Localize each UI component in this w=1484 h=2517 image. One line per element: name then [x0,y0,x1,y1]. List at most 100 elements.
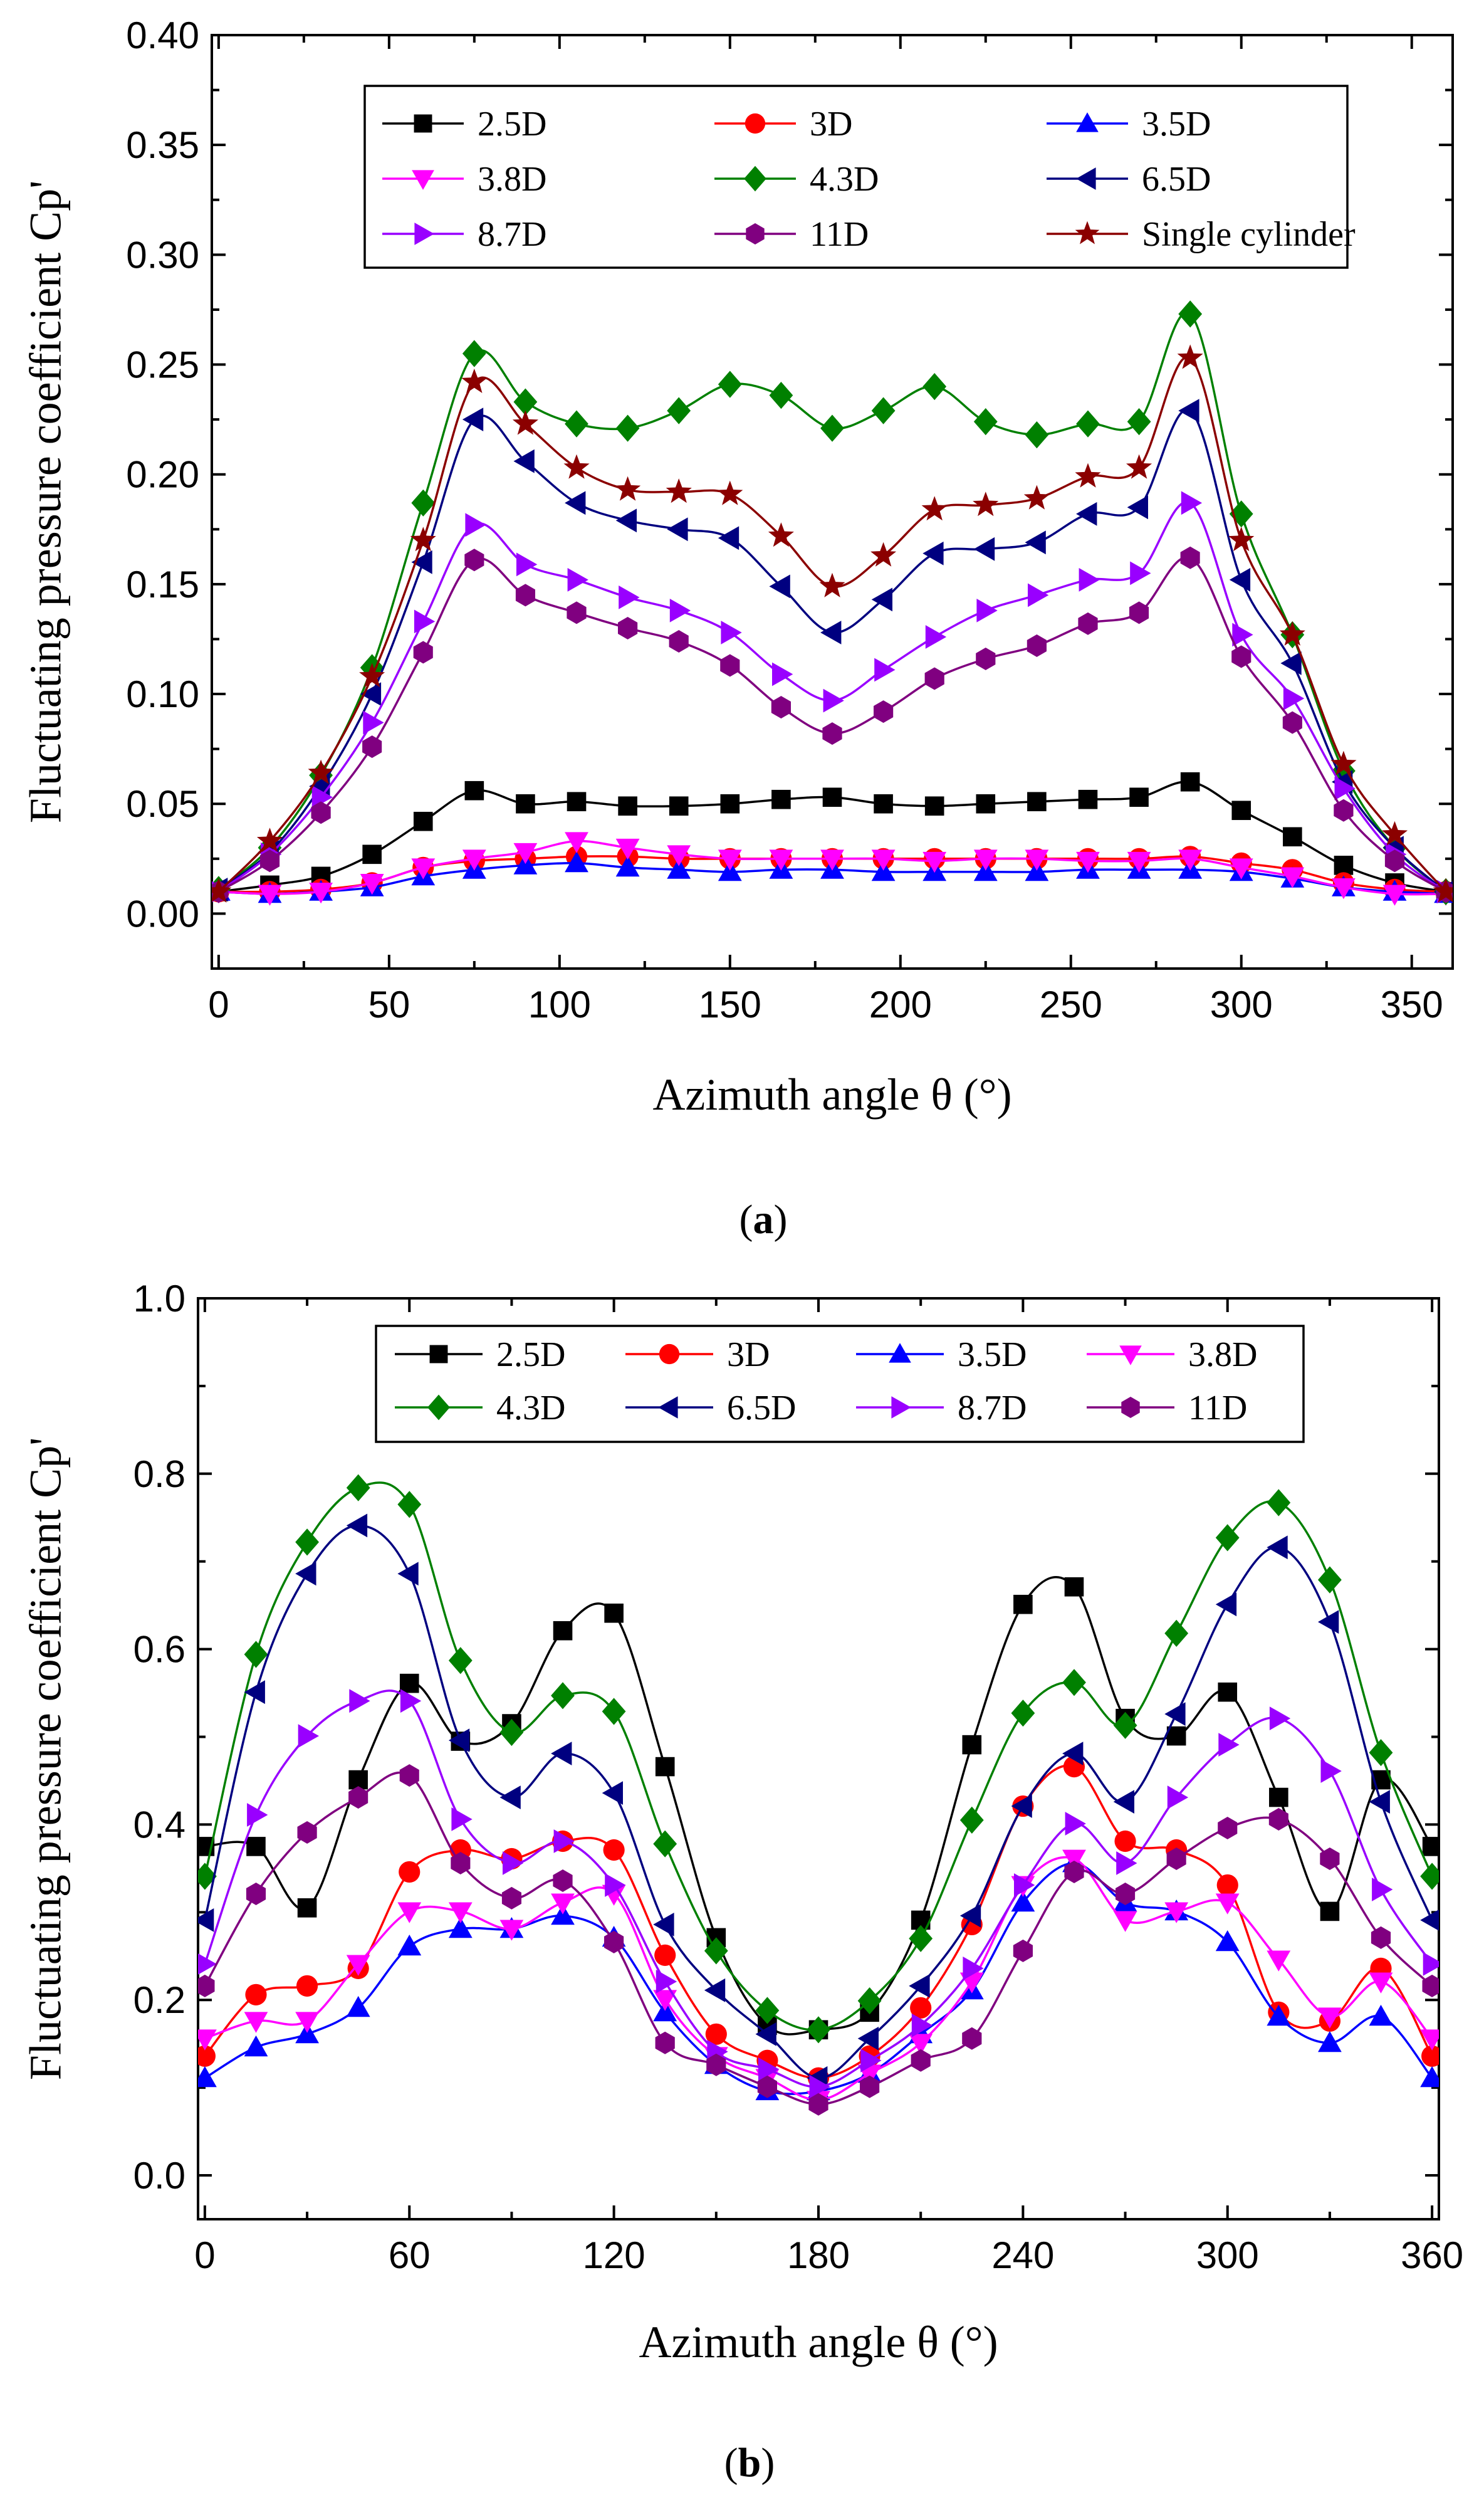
data-point [397,1562,419,1586]
data-point [771,696,791,719]
data-point [1025,849,1049,871]
data-point [857,2026,879,2051]
data-point [414,609,436,634]
data-point [1076,851,1100,873]
data-point [1420,1909,1439,1931]
data-point [1164,1702,1186,1726]
data-point [667,397,691,424]
series-line [204,1862,1433,2095]
data-point [704,1978,726,2002]
data-point [1078,612,1098,635]
data-point [1180,772,1200,792]
data-point [1126,454,1152,479]
data-point [669,796,689,816]
data-point [1384,849,1405,873]
data-point [1025,530,1046,555]
data-point [1164,1619,1189,1647]
data-point [656,1970,677,1994]
data-point [1064,1577,1084,1597]
data-point [615,508,637,533]
data-point [411,550,432,574]
data-point [874,700,894,723]
legend-entry: 2.5D [395,1335,565,1374]
y-tick-label: 0.0 [133,2155,186,2197]
data-point [669,630,689,653]
data-point [256,828,283,853]
data-point [963,1957,984,1980]
data-point [448,1902,473,1923]
data-point [959,1806,984,1834]
data-point [399,1764,419,1787]
data-point [667,517,688,542]
data-point [362,844,382,864]
data-point [1433,878,1453,903]
y-tick-label: 0.4 [133,1804,186,1846]
series-single-cylinder [212,344,1453,903]
legend-entry: 2.5D [382,105,546,144]
legend-marker [414,114,432,133]
legend-label: 3.5D [1142,105,1211,144]
x-tick-label: 100 [528,984,591,1026]
data-point [769,849,793,871]
data-point [311,785,333,809]
legend-marker [1076,112,1099,132]
data-point [464,549,484,572]
data-point [567,568,588,592]
legend-label: 3D [810,105,852,144]
caption-letter: b [738,2440,761,2486]
series-6-5d [212,399,1453,903]
y-tick-label: 0.35 [126,124,199,166]
y-tick-label: 0.8 [133,1453,186,1495]
data-point [909,1974,930,1998]
x-tick-label: 120 [583,2234,645,2276]
data-point [212,878,232,903]
data-point [1369,1739,1393,1767]
series-6-5d [198,1513,1439,2090]
data-point [198,1974,215,1997]
data-point [1318,1566,1342,1594]
data-point [1420,2066,1439,2088]
data-point [1330,750,1357,775]
data-point [922,373,947,401]
legend-label: 4.3D [496,1389,565,1427]
data-point [925,625,947,649]
data-point [360,682,382,706]
x-tick-label: 350 [1381,984,1443,1026]
series-8-7d [198,1689,1439,2099]
data-point [615,855,640,877]
data-point [513,449,535,473]
data-point [1013,1594,1033,1614]
data-point [1228,527,1255,552]
legend-label: 6.5D [727,1389,796,1427]
data-point [1113,1790,1134,1814]
data-point [1269,1787,1288,1807]
data-point [1113,1911,1137,1932]
legend-marker [414,223,434,245]
data-point [346,1474,370,1501]
data-point [819,572,845,597]
data-point [198,1863,217,1890]
legend-marker [429,1345,448,1364]
data-point [720,794,740,814]
data-point [615,414,640,442]
data-point [1320,1847,1340,1870]
data-point [1422,1837,1439,1856]
data-point [874,658,896,682]
legend-label: 2.5D [496,1335,565,1374]
data-point [705,2023,727,2045]
data-point [448,1647,473,1674]
data-point [721,621,742,644]
caption-open-paren: ( [739,1197,753,1243]
data-point [871,849,896,871]
x-tick-label: 150 [699,984,761,1026]
data-point [1267,1535,1288,1560]
legend-marker [659,1343,680,1365]
series-11d [212,546,1453,903]
data-point [871,397,896,424]
data-point [1320,1901,1340,1921]
y-tick-label: 0.25 [126,344,199,386]
data-point [1282,711,1302,734]
data-point [499,1785,521,1809]
data-point [605,1873,626,1897]
data-point [909,2034,933,2055]
